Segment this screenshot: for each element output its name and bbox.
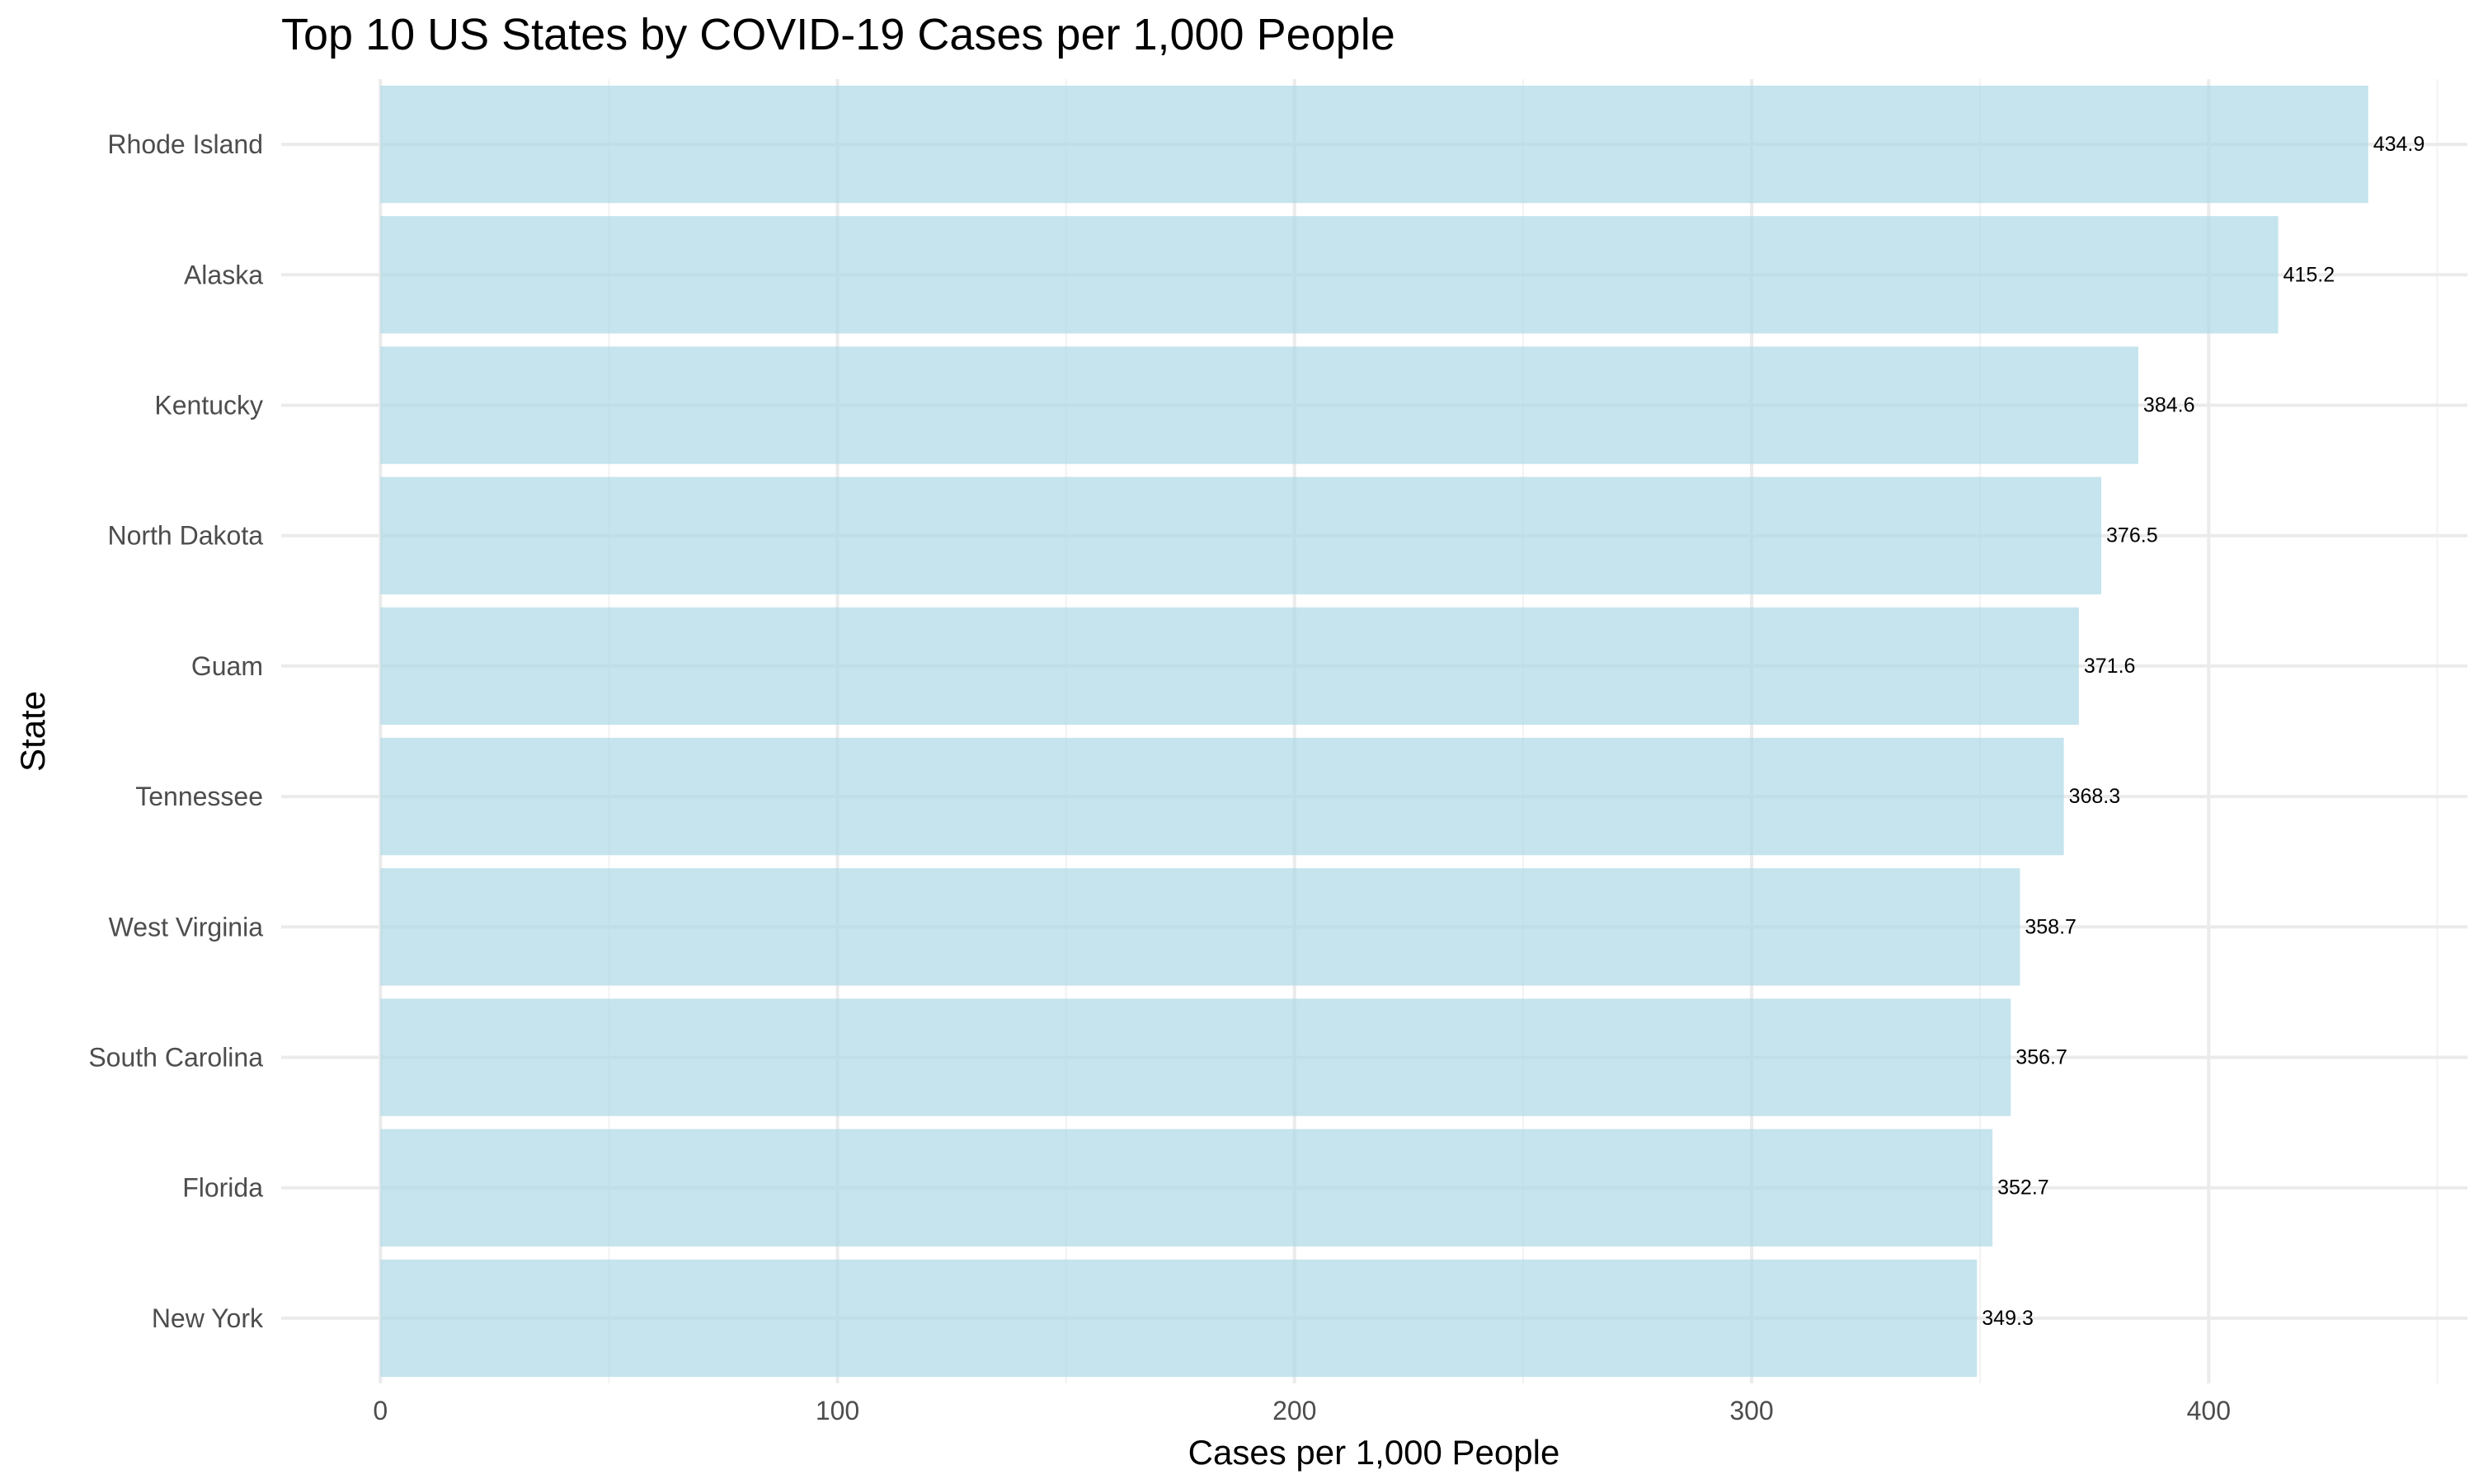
x-tick-label: 400 [2187,1396,2231,1425]
chart-title: Top 10 US States by COVID-19 Cases per 1… [281,10,1395,59]
bar [380,737,2064,856]
y-tick-label: South Carolina [88,1043,263,1073]
y-tick-label: Alaska [184,260,263,289]
bar [380,868,2020,986]
bar-value-label: 415.2 [2284,263,2335,286]
x-tick-label: 200 [1272,1396,1316,1425]
x-axis-tick-labels: 0 100 200 300 400 [373,1396,2231,1425]
bar [380,346,2138,464]
x-tick-label: 300 [1729,1396,1773,1425]
bar-value-label: 368.3 [2069,785,2121,808]
bar-value-label: 434.9 [2373,133,2425,156]
data-labels: 434.9 415.2 384.6 376.5 371.6 368.3 358.7 356.7… [1982,133,2425,1330]
y-tick-label: Kentucky [154,391,263,420]
bars [380,85,2368,1378]
bar [380,216,2279,334]
x-tick-label: 0 [373,1396,388,1425]
bar-value-label: 349.3 [1982,1307,2034,1330]
y-axis-title: State [13,691,52,772]
bar [380,998,2011,1116]
bar [380,477,2102,594]
x-tick-label: 100 [816,1396,859,1425]
y-tick-label: Rhode Island [107,129,263,159]
bar-value-label: 358.7 [2025,915,2077,938]
bar [380,607,2079,726]
bar-value-label: 376.5 [2106,524,2158,547]
y-tick-label: New York [152,1303,264,1333]
x-axis-title: Cases per 1,000 People [1188,1433,1560,1472]
bar-value-label: 356.7 [2015,1046,2067,1069]
bar-value-label: 352.7 [1997,1176,2049,1200]
y-tick-label: West Virginia [109,912,264,942]
bar [380,85,2368,204]
bar [380,1259,1978,1378]
y-tick-label: Guam [191,651,263,681]
y-axis-tick-labels: Rhode Island Alaska Kentucky North Dakota Gu… [88,129,264,1333]
y-tick-label: North Dakota [107,521,263,551]
y-tick-label: Tennessee [135,782,263,811]
bar-value-label: 384.6 [2143,394,2195,417]
bar-value-label: 371.6 [2084,655,2136,678]
bar [380,1129,1993,1247]
y-tick-label: Florida [182,1173,263,1203]
